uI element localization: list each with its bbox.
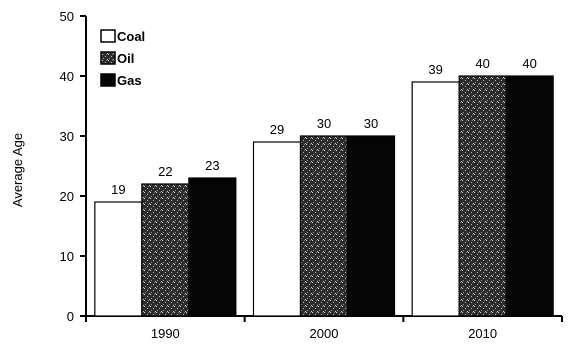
y-ticks: 0 10 20 30 40 50	[60, 9, 86, 324]
x-tick-label-2000: 2000	[310, 326, 339, 341]
bar-oil-2000	[299, 135, 349, 317]
bar-gas-1990	[188, 177, 237, 317]
legend-label-oil: Oil	[117, 51, 134, 66]
legend-label-coal: Coal	[117, 29, 145, 44]
bar-coal-1990	[94, 201, 143, 317]
bar-gas-2010	[505, 75, 554, 317]
y-tick-label: 20	[60, 189, 74, 204]
y-tick-label: 30	[60, 129, 74, 144]
y-tick-label: 40	[60, 69, 74, 84]
data-label-gas-2000: 30	[364, 116, 378, 131]
x-ticks: 1990 2000 2010	[85, 316, 563, 341]
legend: Coal Oil Gas	[100, 29, 145, 88]
legend-swatch-oil	[100, 51, 116, 65]
data-labels: 19 22 23 29 30 30 39 40 40	[111, 56, 537, 197]
bar-coal-2010	[411, 81, 460, 317]
bar-coal-2000	[252, 141, 302, 317]
x-tick-label-1990: 1990	[151, 326, 180, 341]
bar-gas-2000	[346, 135, 396, 317]
bar-oil-1990	[141, 183, 190, 317]
legend-swatch-gas	[100, 73, 116, 87]
data-label-oil-2010: 40	[475, 56, 489, 71]
legend-label-gas: Gas	[117, 73, 142, 88]
y-axis-label: Average Age	[10, 133, 25, 207]
data-label-oil-2000: 30	[317, 116, 331, 131]
bar-oil-2010	[458, 75, 507, 317]
bars	[94, 75, 554, 317]
y-tick-label: 10	[60, 249, 74, 264]
data-label-coal-2000: 29	[270, 122, 284, 137]
y-tick-label: 50	[60, 9, 74, 24]
legend-swatch-coal	[100, 29, 116, 43]
data-label-coal-1990: 19	[111, 182, 125, 197]
data-label-coal-2010: 39	[428, 62, 442, 77]
data-label-oil-1990: 22	[158, 164, 172, 179]
data-label-gas-1990: 23	[205, 158, 219, 173]
x-tick-label-2010: 2010	[468, 326, 497, 341]
y-tick-label: 0	[67, 309, 74, 324]
data-label-gas-2010: 40	[522, 56, 536, 71]
